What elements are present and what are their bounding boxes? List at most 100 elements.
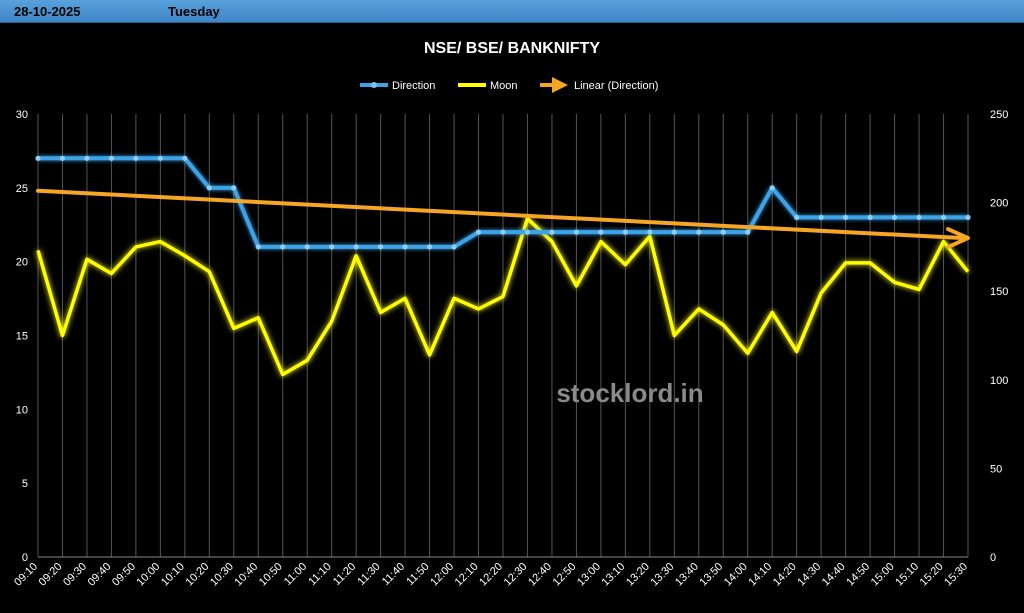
direction-point <box>35 155 41 161</box>
direction-point <box>891 214 898 220</box>
right-tick-label: 50 <box>990 463 1002 475</box>
moon-line <box>36 216 970 377</box>
x-tick-label: 12:50 <box>551 561 579 589</box>
chart-svg: NSE/ BSE/ BANKNIFTY Direction Moon Linea… <box>12 40 1008 589</box>
direction-point <box>794 214 800 220</box>
direction-point <box>769 185 775 191</box>
left-tick-label: 10 <box>16 404 28 416</box>
day-label: Tuesday <box>168 4 220 19</box>
right-tick-label: 100 <box>990 375 1008 387</box>
x-tick-label: 14:50 <box>844 561 872 589</box>
trend-arrow-head <box>946 227 970 250</box>
x-tick-label: 11:40 <box>380 561 407 588</box>
left-tick-label: 25 <box>16 183 28 195</box>
right-tick-label: 250 <box>990 109 1008 121</box>
direction-point <box>500 229 506 235</box>
direction-point <box>255 244 261 250</box>
direction-point <box>647 229 653 235</box>
direction-point <box>108 155 115 161</box>
direction-point <box>671 229 677 235</box>
legend-label-trend: Linear (Direction) <box>574 80 658 92</box>
direction-point <box>378 244 384 250</box>
x-tick-label: 09:30 <box>61 561 89 589</box>
x-tick-label: 10:00 <box>135 561 163 589</box>
x-tick-label: 10:40 <box>232 561 260 589</box>
direction-point <box>475 229 482 235</box>
direction-point <box>353 244 359 250</box>
direction-point <box>549 229 555 235</box>
direction-point <box>280 244 286 250</box>
x-tick-label: 15:30 <box>942 561 970 589</box>
x-tick-label: 11:50 <box>404 561 431 588</box>
x-tick-label: 13:00 <box>575 561 603 589</box>
x-tick-label: 14:10 <box>746 561 774 589</box>
x-tick-label: 14:30 <box>795 561 823 589</box>
direction-point <box>231 185 237 191</box>
chart-title: NSE/ BSE/ BANKNIFTY <box>424 40 600 57</box>
x-tick-label: 10:50 <box>257 561 285 589</box>
left-tick-label: 30 <box>16 109 28 121</box>
direction-point <box>916 214 922 220</box>
date-label: 28-10-2025 <box>14 4 81 19</box>
right-tick-label: 0 <box>990 552 996 564</box>
direction-point <box>965 214 971 220</box>
x-tick-label: 10:30 <box>208 561 236 589</box>
watermark: stocklord.in <box>556 378 703 408</box>
x-tick-label: 11:20 <box>331 561 358 588</box>
direction-point <box>818 214 824 220</box>
legend-item-trend: Linear (Direction) <box>540 77 658 93</box>
x-tick-label: 15:00 <box>869 561 897 589</box>
series <box>35 155 971 377</box>
x-tick-label: 12:40 <box>526 561 554 589</box>
right-tick-label: 200 <box>990 198 1008 210</box>
x-tick-label: 12:20 <box>477 561 505 589</box>
direction-point <box>573 229 580 235</box>
direction-point <box>524 229 531 235</box>
x-tick-label: 13:30 <box>648 561 676 589</box>
x-tick-label: 12:00 <box>428 561 456 589</box>
left-tick-label: 20 <box>16 257 28 269</box>
direction-point <box>182 155 188 161</box>
x-tick-label: 14:20 <box>771 561 799 589</box>
direction-point <box>940 214 947 220</box>
direction-point <box>402 244 408 250</box>
left-tick-label: 15 <box>16 331 28 343</box>
legend: Direction Moon Linear (Direction) <box>360 77 658 93</box>
direction-point <box>426 244 433 250</box>
x-tick-label: 11:10 <box>306 561 333 588</box>
x-tick-label: 14:40 <box>820 561 848 589</box>
x-tick-label: 15:20 <box>918 561 946 589</box>
legend-label-direction: Direction <box>392 80 435 92</box>
gridlines <box>37 114 969 557</box>
direction-point <box>304 244 310 250</box>
direction-point <box>329 244 335 250</box>
direction-point <box>745 229 751 235</box>
direction-point <box>157 155 163 161</box>
direction-point <box>696 229 702 235</box>
direction-point <box>867 214 873 220</box>
x-tick-label: 13:20 <box>624 561 652 589</box>
x-tick-label: 09:10 <box>12 561 40 589</box>
right-tick-label: 150 <box>990 286 1008 298</box>
direction-point <box>720 229 726 235</box>
x-tick-label: 11:00 <box>282 561 309 588</box>
x-tick-label: 12:30 <box>502 561 530 589</box>
direction-point <box>622 229 628 235</box>
direction-point <box>843 214 849 220</box>
left-tick-label: 5 <box>22 478 28 490</box>
legend-item-moon: Moon <box>458 80 518 92</box>
direction-point <box>206 185 212 191</box>
left-tick-label: 0 <box>22 552 28 564</box>
x-tick-label: 10:20 <box>183 561 211 589</box>
x-tick-label: 12:10 <box>453 561 481 589</box>
x-tick-label: 14:00 <box>722 561 750 589</box>
direction-point <box>451 244 457 250</box>
x-tick-label: 09:40 <box>86 561 114 589</box>
x-tick-label: 13:40 <box>673 561 701 589</box>
trend-line <box>36 188 964 241</box>
direction-point <box>84 155 90 161</box>
x-tick-label: 15:10 <box>893 561 921 589</box>
x-tick-label: 10:10 <box>159 561 187 589</box>
direction-point <box>133 155 139 161</box>
x-tick-label: 11:30 <box>355 561 382 588</box>
